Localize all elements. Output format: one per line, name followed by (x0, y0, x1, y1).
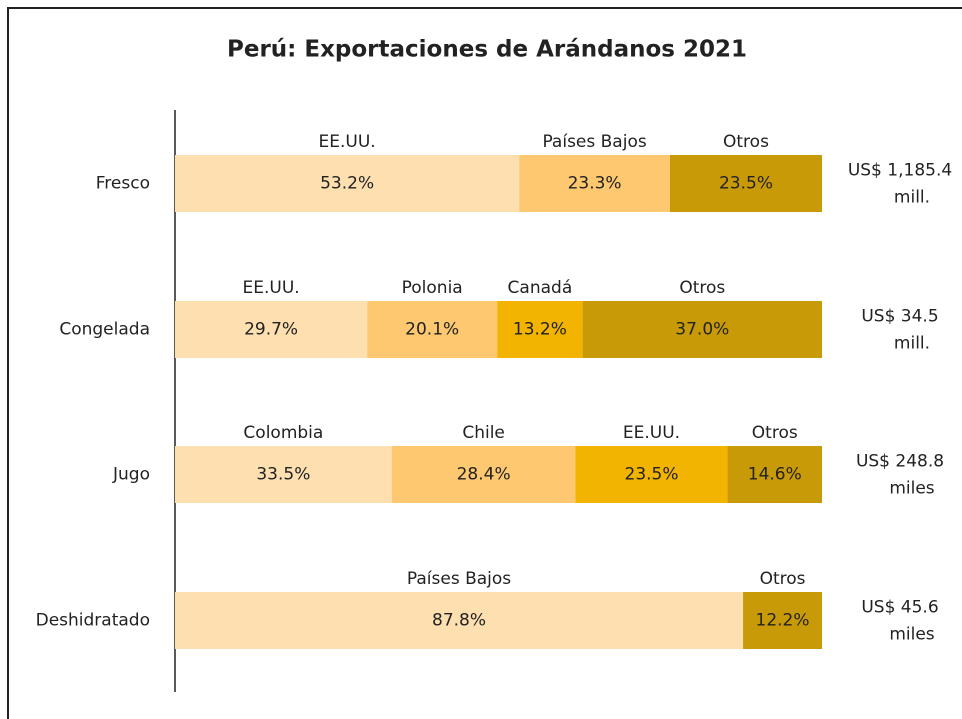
segment-name: Otros (723, 132, 769, 152)
total-label: US$ 248.8 (856, 452, 944, 472)
segment-name: Colombia (243, 423, 323, 443)
bar-segment (367, 301, 498, 358)
total-label: US$ 45.6 (861, 598, 938, 618)
value-label: 13.2% (513, 320, 567, 340)
value-label: 37.0% (675, 320, 729, 340)
bar-segment (519, 155, 670, 212)
bar-segment (575, 446, 728, 503)
segment-name: Canadá (508, 278, 573, 298)
category-label: Congelada (59, 320, 150, 340)
value-label: 20.1% (405, 320, 459, 340)
total-label: US$ 1,185.4 (848, 161, 952, 181)
value-label: 28.4% (457, 465, 511, 485)
value-label: 23.3% (568, 174, 622, 194)
segment-name: Polonia (402, 278, 463, 298)
value-label: 29.7% (244, 320, 298, 340)
segment-name: EE.UU. (623, 423, 680, 443)
total-label: mill. (894, 334, 930, 354)
segment-name: Otros (679, 278, 725, 298)
total-label: US$ 34.5 (861, 307, 938, 327)
segment-name: Chile (462, 423, 505, 443)
category-label: Fresco (96, 174, 150, 194)
bar-segment (175, 592, 744, 649)
value-label: 23.5% (625, 465, 679, 485)
value-label: 14.6% (748, 465, 802, 485)
value-label: 33.5% (256, 465, 310, 485)
total-label: mill. (894, 188, 930, 208)
category-label: Deshidratado (36, 611, 150, 631)
value-label: 23.5% (719, 174, 773, 194)
value-label: 12.2% (756, 611, 810, 631)
segment-name: EE.UU. (242, 278, 299, 298)
category-label: Jugo (112, 465, 150, 485)
segment-name: Países Bajos (542, 132, 646, 152)
chart-border (7, 7, 962, 719)
value-label: 53.2% (320, 174, 374, 194)
total-label: miles (889, 479, 934, 499)
bar-segment (175, 301, 368, 358)
segment-name: Países Bajos (407, 569, 511, 589)
bar-segment (727, 446, 822, 503)
segment-name: Otros (752, 423, 798, 443)
bar-segment (175, 446, 392, 503)
value-label: 87.8% (432, 611, 486, 631)
bar-segment (743, 592, 822, 649)
segment-name: Otros (760, 569, 806, 589)
segment-name: EE.UU. (319, 132, 376, 152)
bar-segment (582, 301, 822, 358)
bar-segment (175, 155, 520, 212)
total-label: miles (889, 625, 934, 645)
chart-title: Perú: Exportaciones de Arándanos 2021 (227, 37, 747, 63)
bar-segment (391, 446, 576, 503)
bar-segment (497, 301, 583, 358)
bar-segment (669, 155, 822, 212)
